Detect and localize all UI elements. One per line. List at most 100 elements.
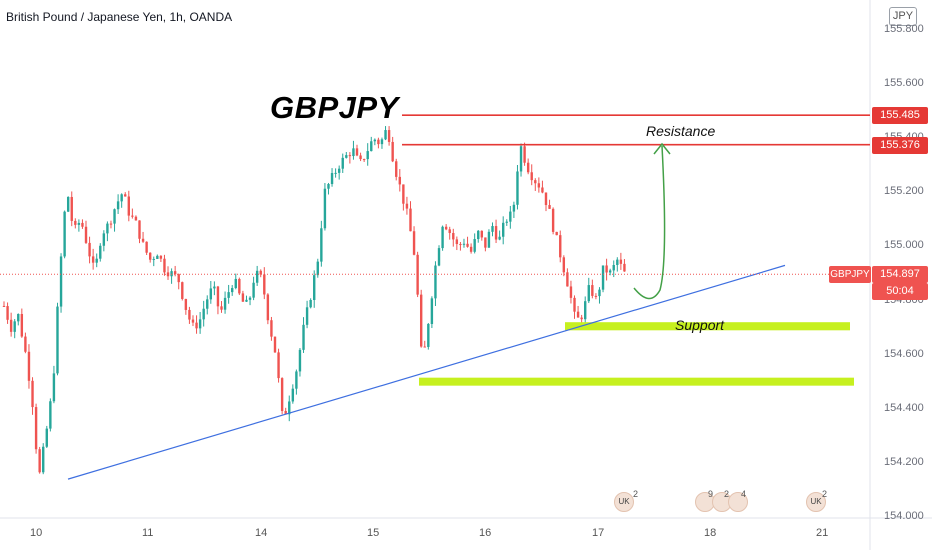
- candle-body: [113, 209, 116, 224]
- candle-body: [56, 306, 59, 374]
- projection-arrow: [633, 145, 666, 300]
- candle-body: [576, 311, 580, 318]
- event-count: 9: [708, 489, 714, 499]
- candle-body: [120, 194, 123, 202]
- candle-body: [63, 211, 66, 257]
- candle-body: [423, 346, 426, 348]
- candle-body: [434, 265, 437, 299]
- candle-body: [370, 141, 373, 152]
- candle-body: [141, 238, 145, 242]
- candle-body: [231, 288, 234, 293]
- candle-body: [491, 226, 494, 232]
- candle-body: [302, 324, 305, 350]
- candle-body: [541, 187, 544, 193]
- candle-body: [341, 157, 344, 169]
- candle-body: [52, 373, 56, 402]
- candle-body: [34, 407, 38, 450]
- candle-body: [234, 278, 237, 289]
- x-tick-label: 18: [704, 527, 717, 539]
- candle-body: [573, 297, 576, 312]
- currency-box[interactable]: JPY: [889, 7, 917, 26]
- candle-body: [280, 378, 284, 411]
- event-count: 4: [741, 489, 747, 499]
- candle-body: [152, 258, 155, 260]
- x-tick-label: 17: [592, 527, 605, 539]
- candle-body: [177, 274, 180, 283]
- candle-body: [601, 265, 605, 290]
- candle-body: [398, 176, 401, 185]
- price-tag: 155.485: [872, 107, 928, 125]
- candle-body: [298, 349, 302, 372]
- candle-body: [305, 307, 309, 325]
- candle-body: [17, 313, 20, 322]
- candle-body: [566, 272, 569, 287]
- candle-body: [42, 446, 45, 473]
- candle-body: [498, 236, 501, 240]
- candle-body: [559, 235, 562, 258]
- candle-body: [138, 220, 141, 239]
- support-label: Support: [675, 317, 725, 333]
- candle-body: [131, 215, 134, 217]
- candle-body: [181, 282, 184, 299]
- uk-flag-icon[interactable]: UK: [806, 492, 826, 512]
- candle-body: [209, 288, 213, 300]
- candle-body: [530, 172, 533, 181]
- candle-body: [373, 139, 377, 142]
- candle-body: [238, 278, 241, 294]
- candle-body: [31, 380, 34, 408]
- candle-body: [148, 252, 152, 260]
- candle-body: [544, 192, 548, 206]
- candle-body: [594, 295, 598, 297]
- candle-body: [441, 226, 444, 249]
- candle-body: [84, 226, 88, 243]
- candle-body: [345, 155, 348, 158]
- candle-body: [362, 159, 366, 161]
- candle-body: [323, 188, 327, 229]
- candle-body: [466, 243, 469, 247]
- candle-body: [366, 151, 369, 160]
- candle-body: [66, 196, 70, 212]
- candle-body: [277, 352, 280, 379]
- candle-body: [477, 230, 480, 240]
- candle-body: [616, 259, 619, 265]
- symbol-tag: GBPJPY: [829, 266, 871, 283]
- candle-body: [355, 148, 359, 156]
- candle-body: [202, 308, 205, 320]
- y-tick-label: 155.200: [884, 185, 924, 198]
- candle-body: [327, 184, 330, 189]
- x-tick-label: 10: [30, 527, 43, 539]
- candle-body: [91, 256, 95, 263]
- projection-arrowhead: [653, 142, 671, 155]
- bar-countdown: 50:04: [872, 283, 928, 301]
- candle-body: [502, 222, 505, 237]
- uk-flag-icon[interactable]: UK: [614, 492, 634, 512]
- event-cluster-icon[interactable]: [728, 492, 748, 512]
- candle-body: [519, 146, 523, 172]
- candle-body: [409, 208, 412, 232]
- candle-body: [505, 221, 508, 223]
- candle-body: [480, 230, 484, 238]
- candle-body: [27, 351, 31, 381]
- y-tick-label: 154.000: [884, 510, 924, 522]
- candle-body: [188, 309, 191, 320]
- candle-body: [127, 196, 130, 216]
- candle-body: [473, 239, 476, 252]
- candle-body: [309, 299, 312, 308]
- candle-body: [337, 168, 341, 173]
- candle-body: [255, 270, 259, 283]
- event-count: 2: [633, 489, 639, 499]
- candle-body: [241, 293, 245, 302]
- candle-body: [88, 242, 91, 257]
- candle-body: [248, 297, 252, 300]
- candle-body: [13, 321, 16, 332]
- candle-body: [95, 258, 98, 263]
- resistance-label: Resistance: [646, 123, 716, 139]
- candle-body: [77, 222, 81, 225]
- candle-body: [263, 274, 266, 295]
- candle-body: [384, 130, 387, 140]
- candle-body: [412, 231, 416, 255]
- candle-body: [9, 319, 13, 332]
- candle-body: [191, 319, 195, 323]
- candle-body: [295, 371, 298, 389]
